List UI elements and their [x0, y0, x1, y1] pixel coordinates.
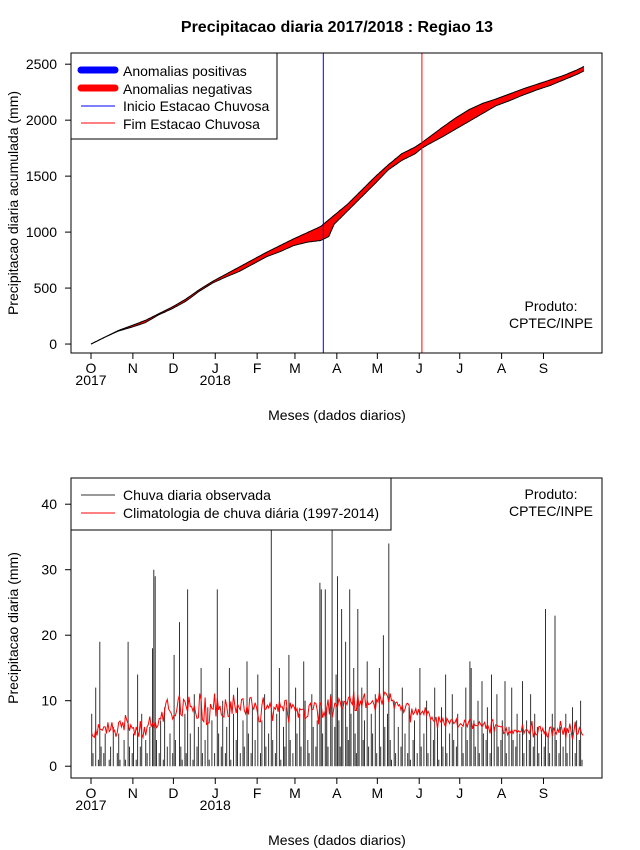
year-label: 2017: [75, 372, 106, 388]
producer-label-2: Produto:: [525, 486, 578, 502]
x-axis-label: Meses (dados diarios): [268, 407, 406, 423]
climatology-daily-line: [91, 691, 584, 740]
year-label: 2017: [75, 797, 106, 813]
daily-chart: 0 10 20 30 40 O N D J F M A M J J A S 2017 2018 Precipita…: [5, 477, 603, 848]
legend-label-season-end: Fim Estacao Chuvosa: [123, 116, 260, 132]
year-label: 2018: [200, 372, 231, 388]
x-axis-2: O N D J F M A M J J A S 2017 2018: [71, 777, 602, 813]
x-tick-label: J: [416, 360, 423, 376]
y-tick-label: 10: [41, 693, 57, 709]
y-axis: 0 500 1000 1500 2000 2500: [26, 56, 71, 352]
x-tick-label: S: [539, 360, 548, 376]
x-tick-label: D: [168, 785, 178, 801]
year-label: 2018: [200, 797, 231, 813]
legend-label-positive: Anomalias positivas: [123, 63, 247, 79]
legend-label-season-start: Inicio Estacao Chuvosa: [123, 98, 270, 114]
y-tick-label: 2500: [26, 56, 57, 72]
legend-label-negative: Anomalias negativas: [123, 81, 252, 97]
legend-label-climatology: Climatologia de chuva diária (1997-2014): [123, 505, 379, 521]
y-tick-label: 20: [41, 627, 57, 643]
x-tick-label: J: [212, 785, 219, 801]
y-tick-label: 40: [41, 496, 57, 512]
y-tick-label: 2000: [26, 112, 57, 128]
x-axis: O N D J F M A M J J A S 2017 2018: [71, 352, 602, 388]
chart-title: Precipitacao diaria 2017/2018 : Regiao 1…: [181, 19, 493, 36]
producer-name-2: CPTEC/INPE: [509, 503, 593, 519]
y-axis-2: 0 10 20 30 40: [41, 496, 71, 774]
x-tick-label: M: [372, 360, 384, 376]
x-tick-label: F: [253, 785, 262, 801]
accumulated-chart: Precipitacao diaria 2017/2018 : Regiao 1…: [5, 19, 603, 423]
y-tick-label: 1500: [26, 168, 57, 184]
x-axis-label-2: Meses (dados diarios): [268, 832, 406, 848]
producer-name: CPTEC/INPE: [509, 315, 593, 331]
x-tick-label: F: [253, 360, 262, 376]
x-tick-label: A: [332, 785, 342, 801]
observed-accumulated-line: [90, 70, 585, 345]
y-axis-label: Precipitacao diaria acumulada (mm): [5, 91, 21, 315]
y-tick-label: 1000: [26, 224, 57, 240]
y-tick-label: 30: [41, 562, 57, 578]
x-tick-label: O: [86, 360, 97, 376]
x-tick-label: A: [497, 785, 507, 801]
y-axis-label-2: Precipitacao diaria (mm): [5, 552, 21, 704]
accumulated-lines: [90, 65, 585, 345]
legend-label-observed: Chuva diaria observada: [123, 487, 271, 503]
legend: Anomalias positivas Anomalias negativas …: [70, 52, 278, 140]
legend-2: Chuva diaria observada Climatologia de c…: [70, 477, 392, 531]
legend-box-2: [70, 477, 392, 531]
x-tick-label: M: [289, 360, 301, 376]
y-tick-label: 0: [49, 336, 57, 352]
y-tick-label: 0: [49, 758, 57, 774]
x-tick-label: N: [128, 785, 138, 801]
rainy-season-markers: [322, 53, 423, 353]
producer-label: Produto:: [525, 298, 578, 314]
x-tick-label: O: [86, 785, 97, 801]
x-tick-label: A: [332, 360, 342, 376]
observed-rain-bars: [91, 530, 583, 767]
x-tick-label: D: [168, 360, 178, 376]
x-tick-label: M: [372, 785, 384, 801]
climatology-accumulated-line: [90, 65, 585, 345]
x-tick-label: N: [128, 360, 138, 376]
x-tick-label: A: [497, 360, 507, 376]
x-tick-label: S: [539, 785, 548, 801]
climatology-line: [91, 691, 584, 740]
x-tick-label: J: [456, 360, 463, 376]
y-tick-label: 500: [34, 280, 58, 296]
x-tick-label: J: [456, 785, 463, 801]
x-tick-label: J: [212, 360, 219, 376]
x-tick-label: M: [289, 785, 301, 801]
x-tick-label: J: [416, 785, 423, 801]
